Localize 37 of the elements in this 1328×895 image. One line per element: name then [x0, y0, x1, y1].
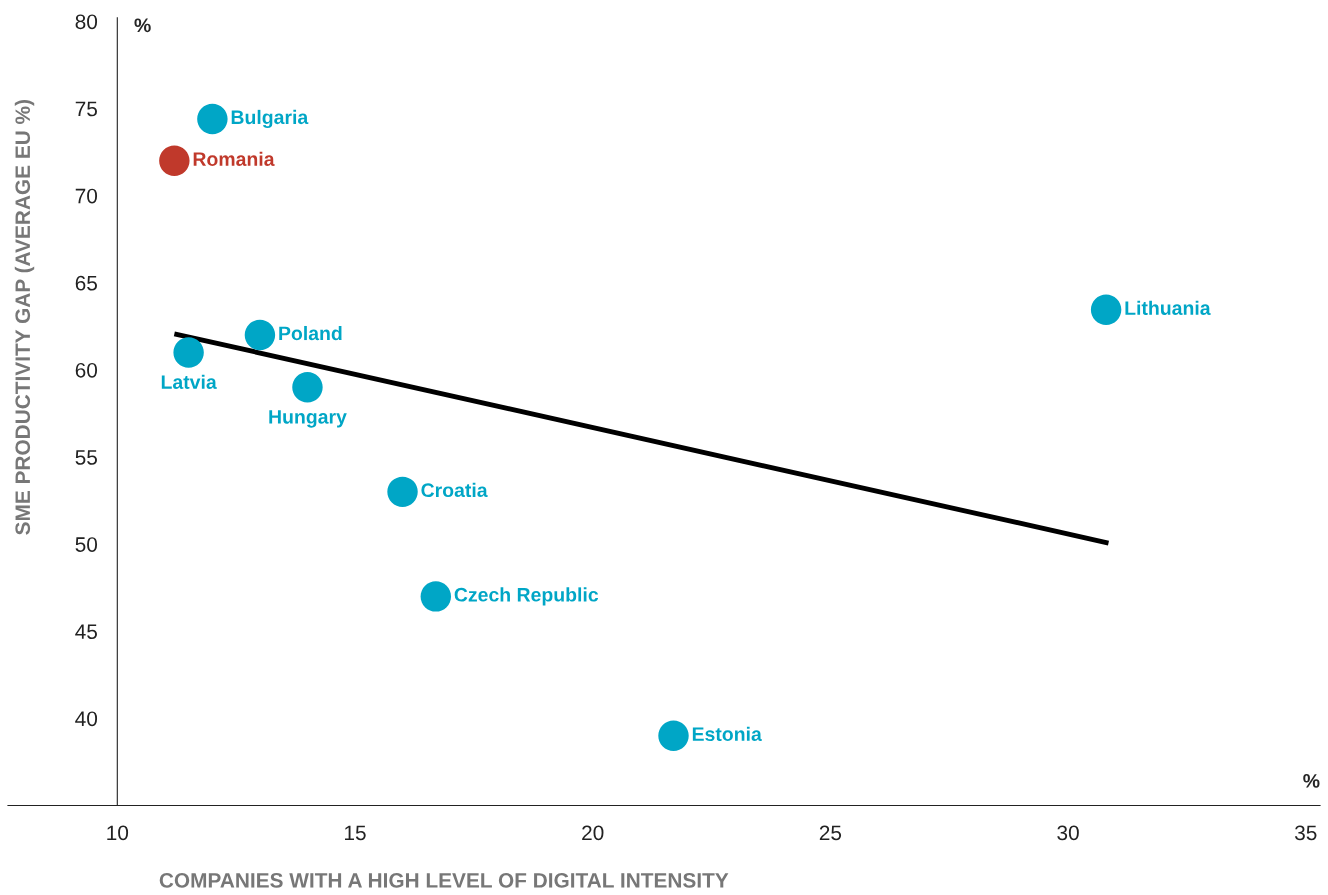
series-label: Lithuania [1125, 300, 1211, 315]
annotation: % [134, 18, 151, 33]
y-tick-label: 45 [75, 624, 97, 640]
point [1090, 294, 1122, 325]
y-axis-title: SME PRODUCTIVITY GAP (AVERAGE EU %) [14, 100, 35, 535]
point [197, 103, 228, 135]
series-label: Bulgaria [231, 109, 309, 129]
y-tick-label: 40 [75, 711, 98, 727]
series-label: Hungary [269, 410, 347, 428]
point [244, 319, 276, 351]
point [159, 145, 190, 176]
series-label: Croatia [421, 482, 488, 498]
point [420, 581, 452, 612]
x-tick-label: 25 [819, 825, 842, 841]
annotation: % [1303, 774, 1320, 788]
point [173, 337, 204, 368]
x-tick-label: 20 [582, 825, 604, 841]
series-label: Latvia [161, 374, 217, 389]
y-tick-label: 55 [75, 450, 97, 465]
series-label: Estonia [692, 726, 762, 742]
point [658, 720, 689, 752]
point [292, 372, 323, 403]
y-tick-label: 70 [75, 188, 98, 204]
x-axis-title: COMPANIES WITH A HIGH LEVEL OF DIGITAL INTENSITY [159, 873, 729, 888]
y-tick-label: 80 [75, 14, 98, 30]
y-tick-label: 65 [75, 275, 97, 291]
series-label: Romania [193, 151, 275, 166]
series-label: Czech Republic [454, 587, 599, 606]
x-tick-label: 35 [1294, 825, 1317, 841]
y-tick-label: 75 [75, 101, 97, 117]
x-tick-label: 15 [345, 825, 366, 841]
x-tick-label: 30 [1057, 825, 1079, 841]
series-label: Poland [279, 325, 342, 341]
point [387, 476, 418, 508]
y-tick-label: 50 [75, 537, 98, 552]
y-tick-label: 60 [75, 362, 98, 378]
x-tick-label: 10 [107, 825, 129, 841]
